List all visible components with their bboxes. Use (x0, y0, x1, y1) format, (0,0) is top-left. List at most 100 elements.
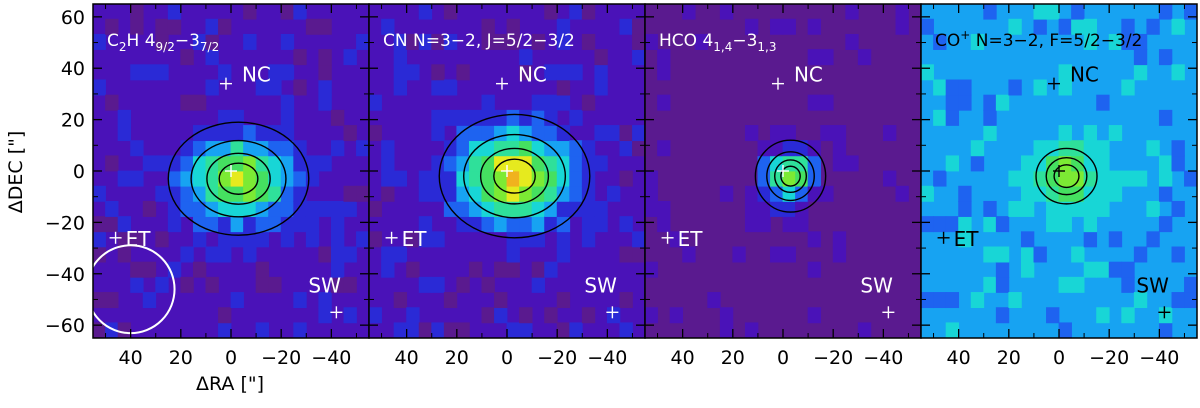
heatmap-cell (556, 231, 571, 248)
heatmap-cell (1133, 246, 1148, 263)
heatmap-cell (318, 94, 332, 111)
heatmap-cell (1071, 276, 1085, 293)
heatmap-cell (581, 200, 596, 217)
heatmap-cell (456, 64, 470, 81)
heatmap-cell (318, 18, 332, 35)
heatmap-cell (506, 322, 520, 338)
heatmap-cell (230, 292, 244, 309)
heatmap-cell (230, 109, 244, 126)
y-tick-label: 60 (61, 7, 85, 29)
heatmap-cell (205, 79, 219, 96)
heatmap-cell (958, 200, 972, 217)
heatmap-cell (632, 231, 645, 248)
heatmap-cell (1121, 276, 1135, 293)
heatmap-cell (519, 216, 533, 233)
heatmap-cell (443, 140, 458, 157)
heatmap-cell (280, 170, 295, 187)
heatmap-cell (280, 231, 295, 248)
panel-2: NC ET SW CN N=3−2, J=5/2−3/2 40 20 0 −20 −40 (368, 3, 646, 369)
heatmap-cell (1008, 18, 1022, 35)
heatmap-cell (1020, 155, 1035, 172)
heatmap-cell (857, 49, 872, 66)
heatmap-cell (243, 33, 257, 50)
panel-3: NC ET SW HCO 41,4−31,3 40 20 0 −20 −40 (644, 3, 922, 369)
heatmap-cell (983, 246, 997, 263)
heatmap-cell (456, 276, 470, 293)
heatmap-cell (882, 125, 897, 142)
heatmap-cell (1058, 216, 1072, 233)
heatmap-cell (443, 185, 458, 202)
heatmap-cell (506, 33, 520, 50)
heatmap-cell (218, 18, 232, 35)
heatmap-cell (531, 125, 546, 142)
heatmap-cell (293, 4, 307, 20)
heatmap-cell (782, 140, 796, 157)
x-tick-label: 0 (225, 347, 237, 369)
heatmap-cell (895, 4, 909, 20)
heatmap-cell (192, 140, 207, 157)
heatmap-cell (443, 155, 458, 172)
contour-line (766, 151, 815, 202)
heatmap-cell (1071, 155, 1085, 172)
x-tick-label: 40 (947, 347, 971, 369)
y-tick-label: −20 (45, 212, 85, 234)
heatmap-cell (431, 170, 445, 187)
heatmap-cell (594, 49, 608, 66)
heatmap-cell (343, 49, 357, 66)
heatmap-cell (1033, 4, 1047, 20)
heatmap-cell (1071, 18, 1085, 35)
heatmap-cell (343, 246, 357, 263)
heatmap-cell (180, 200, 194, 217)
heatmap-cell (280, 140, 295, 157)
heatmap-cell (330, 231, 345, 248)
heatmap-cell (669, 307, 684, 324)
heatmap-cell (506, 109, 520, 126)
heatmap-cell (356, 185, 369, 202)
heatmap-cell (795, 216, 809, 233)
heatmap-cell (381, 18, 395, 35)
panel-title: CN N=3−2, J=5/2−3/2 (383, 31, 575, 51)
heatmap-cell (1096, 94, 1110, 111)
heatmap-cell (243, 4, 257, 20)
heatmap-cell (481, 216, 495, 233)
heatmap-cell (318, 155, 332, 172)
heatmap-cell (1008, 200, 1022, 217)
heatmap-cell (531, 170, 546, 187)
heatmap-cell (280, 200, 295, 217)
heatmap-cell (293, 216, 307, 233)
contour-line (206, 152, 271, 205)
heatmap-cell (832, 125, 847, 142)
heatmap-cell (519, 109, 533, 126)
heatmap-cell (506, 185, 520, 202)
heatmap-cell (393, 79, 408, 96)
y-tick-label: −40 (45, 264, 85, 286)
heatmap-cell (393, 322, 408, 338)
heatmap-cell (1071, 246, 1085, 263)
x-tick-label: −20 (813, 347, 853, 369)
heatmap-cell (832, 246, 847, 263)
heatmap-cell (556, 125, 571, 142)
heatmap-cell (581, 307, 596, 324)
heatmap-cell (995, 216, 1010, 233)
heatmap-cell (519, 49, 533, 66)
heatmap-cell (556, 322, 571, 338)
heatmap-cell (105, 94, 119, 111)
heatmap-cell (569, 4, 583, 20)
heatmap-cell (356, 231, 369, 248)
heatmap-cell (494, 33, 508, 50)
heatmap-cell (117, 322, 132, 338)
heatmap-cell (381, 170, 395, 187)
heatmap-cell (845, 155, 859, 172)
heatmap-cell (1158, 49, 1173, 66)
heatmap-cell (645, 200, 658, 217)
heatmap-cell (393, 292, 408, 309)
heatmap-cell (481, 125, 495, 142)
heatmap-cell (243, 155, 257, 172)
heatmap-cell (192, 155, 207, 172)
panel-1: NC ET SW C2H 49/2−37/2 40 20 0 −20 −40 60 40 20 0 −20… (45, 3, 370, 369)
heatmap-cell (1171, 292, 1185, 309)
heatmap-cell (782, 18, 796, 35)
heatmap-cell (369, 94, 382, 111)
heatmap-cell (343, 125, 357, 142)
